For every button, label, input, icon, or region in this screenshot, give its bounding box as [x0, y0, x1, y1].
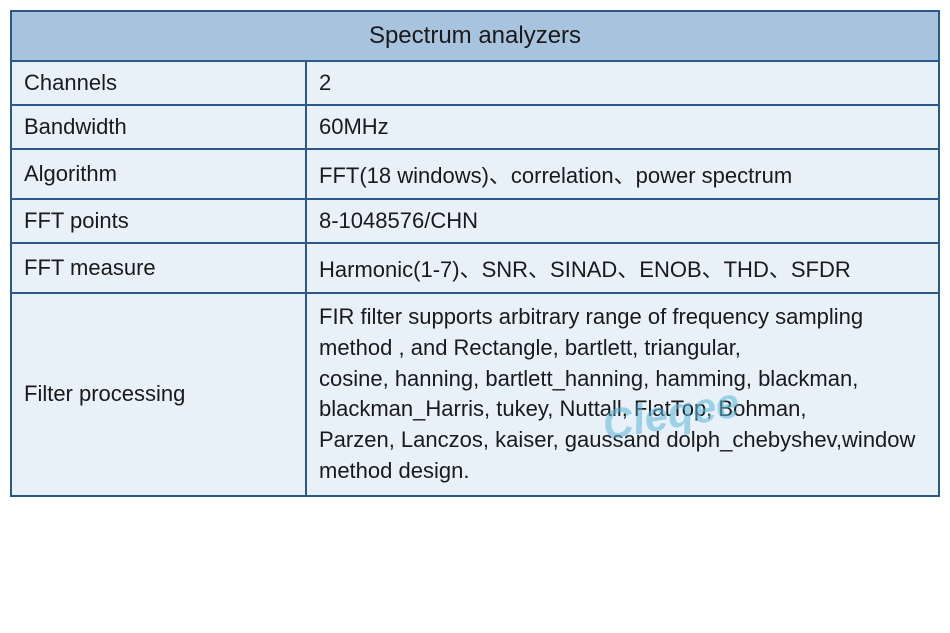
table-row: FFT measure Harmonic(1-7)、SNR、SINAD、ENOB… — [11, 243, 939, 293]
row-value-algorithm: FFT(18 windows)、correlation、power spectr… — [306, 149, 939, 199]
table-title: Spectrum analyzers — [11, 11, 939, 61]
row-label-filter-processing: Filter processing — [11, 293, 306, 496]
table-row: FFT points 8-1048576/CHN — [11, 199, 939, 243]
row-label-fft-measure: FFT measure — [11, 243, 306, 293]
table-row: Filter processing FIR filter supports ar… — [11, 293, 939, 496]
table-row: Algorithm FFT(18 windows)、correlation、po… — [11, 149, 939, 199]
spec-table-container: Spectrum analyzers Channels 2 Bandwidth … — [10, 10, 940, 497]
row-label-channels: Channels — [11, 61, 306, 105]
table-header-row: Spectrum analyzers — [11, 11, 939, 61]
table-row: Channels 2 — [11, 61, 939, 105]
row-label-fft-points: FFT points — [11, 199, 306, 243]
table-row: Bandwidth 60MHz — [11, 105, 939, 149]
row-label-bandwidth: Bandwidth — [11, 105, 306, 149]
row-value-fft-points: 8-1048576/CHN — [306, 199, 939, 243]
row-value-fft-measure: Harmonic(1-7)、SNR、SINAD、ENOB、THD、SFDR — [306, 243, 939, 293]
row-value-channels: 2 — [306, 61, 939, 105]
row-value-bandwidth: 60MHz — [306, 105, 939, 149]
row-value-filter-processing: FIR filter supports arbitrary range of f… — [306, 293, 939, 496]
spectrum-analyzers-table: Spectrum analyzers Channels 2 Bandwidth … — [10, 10, 940, 497]
row-label-algorithm: Algorithm — [11, 149, 306, 199]
